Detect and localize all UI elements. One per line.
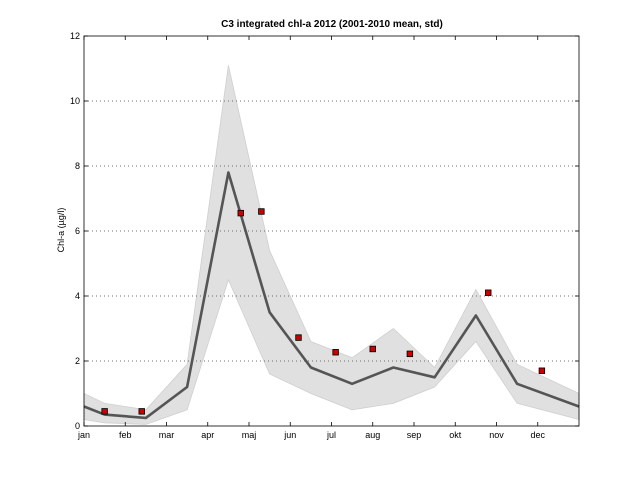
y-axis-label: Chl-a (µg/l) — [56, 208, 66, 253]
x-tick-label: dec — [530, 430, 545, 440]
x-tick-label: maj — [242, 430, 257, 440]
x-tick-label: sep — [407, 430, 422, 440]
y-tick-label: 10 — [70, 96, 80, 106]
x-tick-label: apr — [201, 430, 214, 440]
data-point-2012 — [138, 408, 145, 415]
data-point-2012 — [369, 345, 376, 353]
x-tick-label: jun — [283, 430, 296, 440]
y-tick-label: 6 — [75, 226, 80, 236]
data-point-2012 — [538, 367, 546, 374]
data-point-2012 — [332, 349, 339, 356]
plot-area: 0 2 4 6 8 10 12 jan feb mar apr maj jun jul aug sep okt n… — [70, 31, 580, 440]
y-tick-label: 0 — [75, 421, 80, 431]
x-tick-label: nov — [489, 430, 504, 440]
x-tick-label: feb — [119, 430, 132, 440]
data-point-2012 — [258, 208, 265, 215]
data-point-2012 — [295, 334, 302, 341]
mean-line — [83, 171, 580, 420]
chart-title: C3 integrated chl-a 2012 (2001-2010 mean… — [221, 19, 443, 30]
y-tick-label: 4 — [75, 291, 80, 301]
data-point-2012 — [485, 289, 492, 296]
y-tick-label: 2 — [75, 356, 80, 366]
y-tick-label: 12 — [70, 31, 80, 41]
x-tick-label: aug — [365, 430, 380, 440]
x-tick-label: okt — [449, 430, 462, 440]
data-point-2012 — [237, 209, 244, 217]
x-tick-label: jul — [326, 430, 336, 440]
y-tick-label: 8 — [75, 161, 80, 171]
x-tick-label: jan — [77, 430, 90, 440]
x-tick-label: mar — [159, 430, 175, 440]
data-point-2012 — [101, 408, 108, 415]
data-point-2012 — [406, 350, 414, 358]
